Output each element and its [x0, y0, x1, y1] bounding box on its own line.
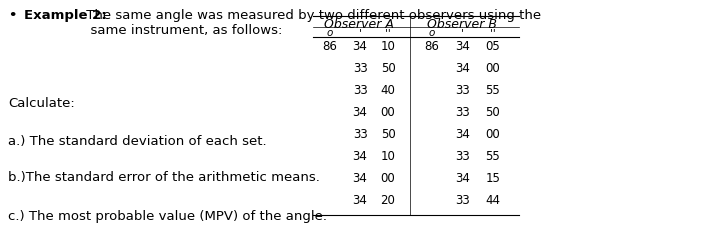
Text: Example 2:: Example 2: [24, 8, 107, 22]
Text: 33: 33 [352, 128, 367, 141]
Text: o: o [428, 28, 435, 38]
Text: Observer B: Observer B [428, 18, 497, 31]
Text: a.) The standard deviation of each set.: a.) The standard deviation of each set. [8, 135, 267, 148]
Text: 34: 34 [456, 172, 470, 185]
Text: 55: 55 [486, 150, 501, 163]
Text: •: • [8, 8, 17, 22]
Text: 34: 34 [352, 40, 368, 53]
Text: 33: 33 [456, 194, 470, 207]
Text: 33: 33 [352, 62, 367, 75]
Text: 50: 50 [486, 106, 501, 119]
Text: 00: 00 [486, 62, 501, 75]
Text: 34: 34 [456, 40, 470, 53]
Text: 33: 33 [456, 84, 470, 97]
Text: 86: 86 [424, 40, 439, 53]
Text: 05: 05 [486, 40, 501, 53]
Text: 40: 40 [380, 84, 395, 97]
Text: b.)The standard error of the arithmetic means.: b.)The standard error of the arithmetic … [8, 171, 320, 184]
Text: c.) The most probable value (MPV) of the angle.: c.) The most probable value (MPV) of the… [8, 210, 327, 222]
Text: Observer A: Observer A [324, 18, 394, 31]
Text: 00: 00 [380, 172, 395, 185]
Text: ': ' [461, 28, 464, 38]
Text: 34: 34 [456, 62, 470, 75]
Text: 55: 55 [486, 84, 501, 97]
Text: 10: 10 [380, 40, 395, 53]
Text: 50: 50 [380, 128, 395, 141]
Text: 34: 34 [352, 194, 368, 207]
Text: 86: 86 [323, 40, 338, 53]
Text: 33: 33 [352, 84, 367, 97]
Text: o: o [327, 28, 333, 38]
Text: ': ' [359, 28, 362, 38]
Text: '': '' [490, 28, 496, 38]
Text: 10: 10 [380, 150, 395, 163]
Text: 34: 34 [352, 172, 368, 185]
Text: The same angle was measured by two different observers using the
  same instrume: The same angle was measured by two diffe… [82, 8, 541, 37]
Text: 33: 33 [456, 106, 470, 119]
Text: Calculate:: Calculate: [8, 97, 75, 110]
Text: 00: 00 [380, 106, 395, 119]
Text: 34: 34 [456, 128, 470, 141]
Text: 00: 00 [486, 128, 501, 141]
Text: '': '' [385, 28, 391, 38]
Text: 50: 50 [380, 62, 395, 75]
Text: 34: 34 [352, 150, 368, 163]
Text: 34: 34 [352, 106, 368, 119]
Text: 20: 20 [380, 194, 395, 207]
Text: 33: 33 [456, 150, 470, 163]
Text: 15: 15 [486, 172, 501, 185]
Text: 44: 44 [486, 194, 501, 207]
